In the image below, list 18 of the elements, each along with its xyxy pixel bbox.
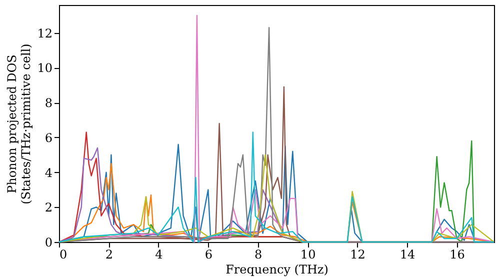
y-tick-label: 0 bbox=[44, 236, 52, 250]
x-tick-label: 10 bbox=[300, 248, 316, 262]
x-tick-label: 6 bbox=[204, 248, 212, 262]
y-tick-label: 10 bbox=[37, 61, 52, 76]
y-tick-label: 12 bbox=[37, 26, 52, 40]
y-tick-label: 4 bbox=[44, 166, 53, 180]
x-tick-label: 16 bbox=[450, 248, 465, 262]
y-tick-label: 2 bbox=[44, 200, 52, 215]
y-axis-title: Phonon projected DOS (States/THz·primitive cell) bbox=[5, 44, 34, 204]
x-tick-label: 0 bbox=[60, 248, 68, 262]
x-tick-label: 8 bbox=[254, 248, 262, 262]
x-tick-label: 2 bbox=[105, 248, 114, 262]
x-tick-label: 4 bbox=[155, 248, 164, 262]
x-tick-label: 14 bbox=[400, 248, 416, 262]
x-tick-label: 12 bbox=[350, 248, 366, 262]
y-tick-label: 6 bbox=[44, 130, 52, 145]
x-axis-title: Frequency (THz) bbox=[226, 262, 328, 276]
y-tick-label: 8 bbox=[44, 96, 52, 110]
